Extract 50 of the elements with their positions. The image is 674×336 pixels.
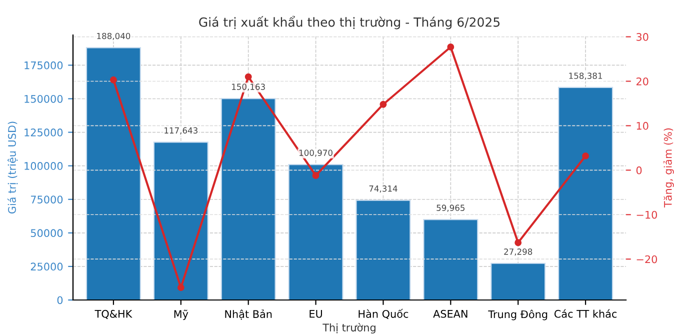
y2-tick-label: 30 [636,33,648,41]
bar [86,47,141,300]
x-tick-label: TQ&HK [94,310,132,319]
bar [153,142,208,300]
y-tick-label: 25000 [30,262,63,271]
y2-tick-label: −20 [636,255,658,264]
y-tick-label: 125000 [24,128,63,136]
y-axis-title: Giá trị (triệu USD) [7,122,18,214]
point [312,172,320,179]
y2-tick-label: −10 [636,210,658,219]
y-tick-label: 150000 [24,94,63,103]
bar [220,98,276,300]
bar [288,164,344,300]
y2-tick-label: 10 [636,122,648,130]
point [244,73,252,80]
y-tick-label: 75000 [30,196,63,204]
x-tick-label: Mỹ [174,310,188,320]
data-label: 158,381 [569,72,602,80]
y-tick-label: 175000 [24,61,63,70]
y2-tick-label: 0 [636,166,642,174]
data-label: 100,970 [299,150,332,157]
point [110,76,117,84]
point [447,44,454,50]
y-tick-label: 50000 [30,229,63,238]
x-tick-label: ASEAN [433,310,468,318]
point [582,152,590,160]
data-label: 59,965 [436,204,465,212]
x-axis-title: Thị trường [322,323,376,334]
y2-tick-label: 20 [636,77,648,86]
y-tick-label: 100000 [24,162,63,170]
y2-axis-title: Tăng, giảm (%) [663,128,674,208]
x-tick-label: Các TT khác [554,309,617,318]
data-label: 188,040 [97,32,130,40]
x-tick-label: EU [310,310,322,318]
point [380,100,387,108]
point [177,284,184,292]
x-tick-label: Hàn Quốc [358,308,408,320]
data-label: 74,314 [369,185,398,193]
data-label: 27,298 [504,248,532,256]
bar [356,200,411,300]
data-label: 150,163 [232,84,265,91]
data-label: 117,643 [164,127,198,134]
x-tick-label: Nhật Bản [225,309,272,320]
bar [490,262,546,300]
chart-title: Giá trị xuất khẩu theo thị trường - Tháng 6/2025 [199,16,500,30]
x-tick-label: Trung Đông [488,310,548,320]
point [514,239,522,246]
bar [558,86,614,300]
bar [423,218,478,300]
y-tick-label: 0 [57,296,63,304]
